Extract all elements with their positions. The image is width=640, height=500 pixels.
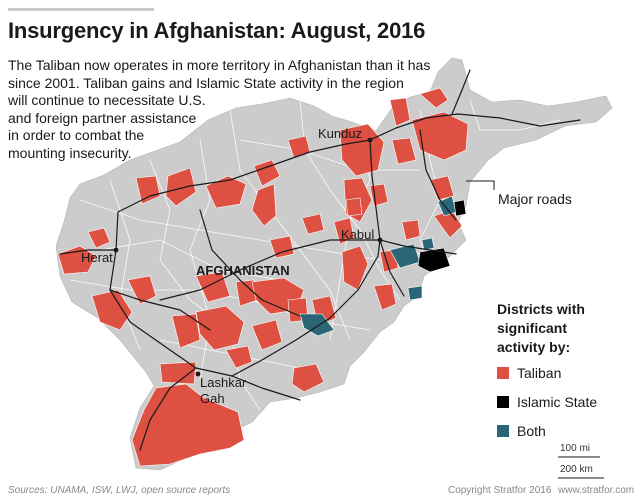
central-road-3 [109,289,211,331]
kunduz-badakhshan-road [369,113,581,141]
taliban-area-sar-e-pol [253,159,281,187]
ring-road-north [115,139,371,251]
city-label-lashkar: Lashkar [200,375,247,390]
taliban-area-wardak [333,217,355,245]
taliban-area-badghis [135,175,161,205]
taliban-area-badakhshan-2 [411,111,469,161]
legend-swatch-taliban [497,367,509,379]
herat-west-road [59,249,117,255]
both-districts [299,195,457,337]
taliban-area-badakhshan-3 [389,97,411,127]
legend-swatch-islamic-state [497,396,509,408]
salang-road [369,139,381,241]
islamic-state-area-kunar [453,199,467,217]
lashkar-gah-marker [195,371,201,377]
country-label: AFGHANISTAN [196,263,290,278]
city-label-gah: Gah [200,391,225,406]
city-markers [113,137,383,377]
legend-title-line: significant [497,320,568,336]
description-line: mounting insecurity. [8,144,132,161]
site-url: www.stratfor.com [558,485,635,496]
legend-label: Islamic State [517,394,598,410]
faizabad-road [419,129,457,221]
major-roads [59,69,581,451]
islamic-state-districts [417,199,467,273]
legend-title-line: activity by: [497,339,571,355]
scale-label-miles: 100 mi [560,443,591,454]
north-east-road [451,69,471,115]
taliban-area-takhar [391,137,417,165]
taliban-area-kandahar-1 [195,305,245,351]
taliban-districts [57,87,469,467]
legend-swatch-both [497,425,509,437]
scale-label-km: 200 km [560,464,593,475]
taliban-area-farah-2 [127,275,157,305]
kunduz-marker [367,137,373,143]
legend-title-line: Districts with [497,301,585,317]
kandahar-spin-boldak-road [231,375,301,401]
taliban-area-nuristan [429,175,455,201]
taliban-area-paktika [373,283,397,311]
map-title: Insurgency in Afghanistan: August, 2016 [8,18,426,43]
title-rule [8,8,154,11]
taliban-area-kandahar-2 [225,345,253,369]
both-area-paktia [407,285,423,301]
taliban-area-daykundi [269,235,295,259]
central-road-1 [199,209,301,317]
legend-label: Both [517,423,546,439]
roads-leader [466,180,495,190]
sources-note: Sources: UNAMA, ISW, LWJ, open source re… [8,485,231,496]
central-road-2 [159,239,381,301]
taliban-area-faryab [165,167,197,207]
ring-road-south [231,239,381,377]
both-area-laghman [421,237,435,251]
taliban-area-kandahar-3 [251,319,283,351]
taliban-area-kunduz [339,123,385,177]
legend-title: Districts with significant activity by: [497,300,607,357]
major-roads-label: Major roads [498,191,572,207]
taliban-area-parwan [345,197,363,217]
taliban-area-bamyan [301,213,325,235]
taliban-area-garmsir [159,361,197,385]
taliban-area-kandahar-south [291,363,325,393]
taliban-area-ghazni [341,245,369,291]
ring-road-west [109,249,233,377]
both-area-zabul [299,313,335,337]
kandahar-helmand-road [139,367,197,451]
legend-label: Taliban [517,365,562,381]
taliban-area-badakhshan-1 [419,87,449,109]
description-line: and foreign partner assistance [8,109,197,126]
description-line: The Taliban now operates in more territo… [8,57,431,73]
scale-bars [558,456,604,479]
herat-marker [113,247,119,253]
description: The Taliban now operates in more territo… [8,57,438,163]
copyright-note: Copyright Stratfor 2016 [448,485,552,496]
taliban-area-herat-2 [87,227,111,249]
kabul-jalalabad-road [379,239,457,255]
kabul-gardez-road [379,239,405,297]
taliban-area-jowzjan [205,175,247,209]
city-label-kunduz: Kunduz [318,126,363,141]
city-label-kabul: Kabul [341,227,375,242]
taliban-area-samangan [251,183,277,227]
city-label-herat: Herat [81,250,113,265]
kabul-marker [377,237,383,243]
description-line: in order to combat the [8,127,145,144]
islamic-state-area-nangarhar [417,247,451,273]
description-line: since 2001. Taliban gains and Islamic St… [8,74,404,91]
taliban-area-laghman [401,219,421,241]
description-line: will continue to necessitate U.S. [8,92,206,109]
